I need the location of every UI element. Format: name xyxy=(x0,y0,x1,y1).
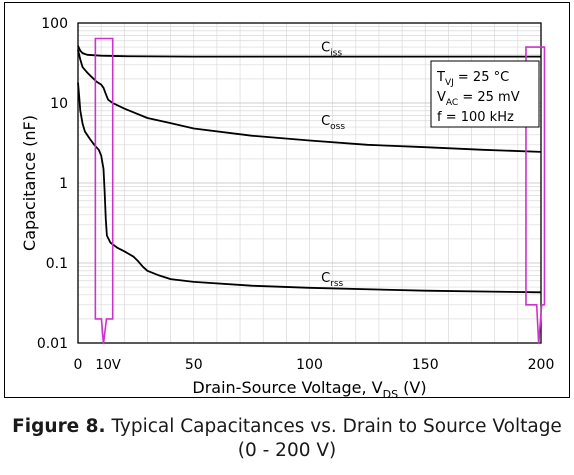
x-tick-label: 100 xyxy=(296,357,323,373)
series-label-rss: Crss xyxy=(321,271,343,289)
series-label-oss: Coss xyxy=(321,114,345,132)
conditions-box xyxy=(430,60,540,128)
highlight-callout-1 xyxy=(94,37,114,345)
x-tick-label: 50 xyxy=(185,357,203,373)
conditions-line: TVJ = 25 °C xyxy=(436,70,509,88)
chart-svg: 100 10 1 0.1 0.01 0 50 100 150 200 10V Capacitance … xyxy=(20,16,555,399)
x-tick-label: 0 xyxy=(74,357,83,373)
y-axis-title: Capacitance (nF) xyxy=(20,115,39,251)
conditions-line: VAC = 25 mV xyxy=(437,90,520,108)
plot-area-frame xyxy=(77,22,542,344)
x-axis-title: Drain-Source Voltage, VDS (V) xyxy=(192,378,426,399)
y-tick-label: 0.01 xyxy=(37,336,68,352)
figure-caption: Figure 8. Typical Capacitances vs. Drain… xyxy=(0,416,574,438)
caption-title: Typical Capacitances vs. Drain to Source… xyxy=(105,416,562,437)
series-line-iss xyxy=(77,45,541,58)
conditions-line: f = 100 kHz xyxy=(437,110,514,125)
x-tick-label: 200 xyxy=(528,357,555,373)
highlight-callout-2 xyxy=(525,46,546,345)
y-tick-label: 1 xyxy=(59,176,68,192)
y-tick-label: 100 xyxy=(41,16,68,32)
series-label-iss: Ciss xyxy=(321,41,342,59)
caption-figure-number: Figure 8. xyxy=(12,416,106,437)
series-line-rss xyxy=(77,82,542,294)
chart-figure: 100 10 1 0.1 0.01 0 50 100 150 200 10V Capacitance … xyxy=(4,2,570,399)
figure-caption-range: (0 - 200 V) xyxy=(237,440,337,461)
x-tick-label: 150 xyxy=(412,357,439,373)
y-tick-label: 0.1 xyxy=(46,256,68,272)
x-annotation-10v-label: 10V xyxy=(95,358,121,373)
y-tick-label: 10 xyxy=(50,96,68,112)
